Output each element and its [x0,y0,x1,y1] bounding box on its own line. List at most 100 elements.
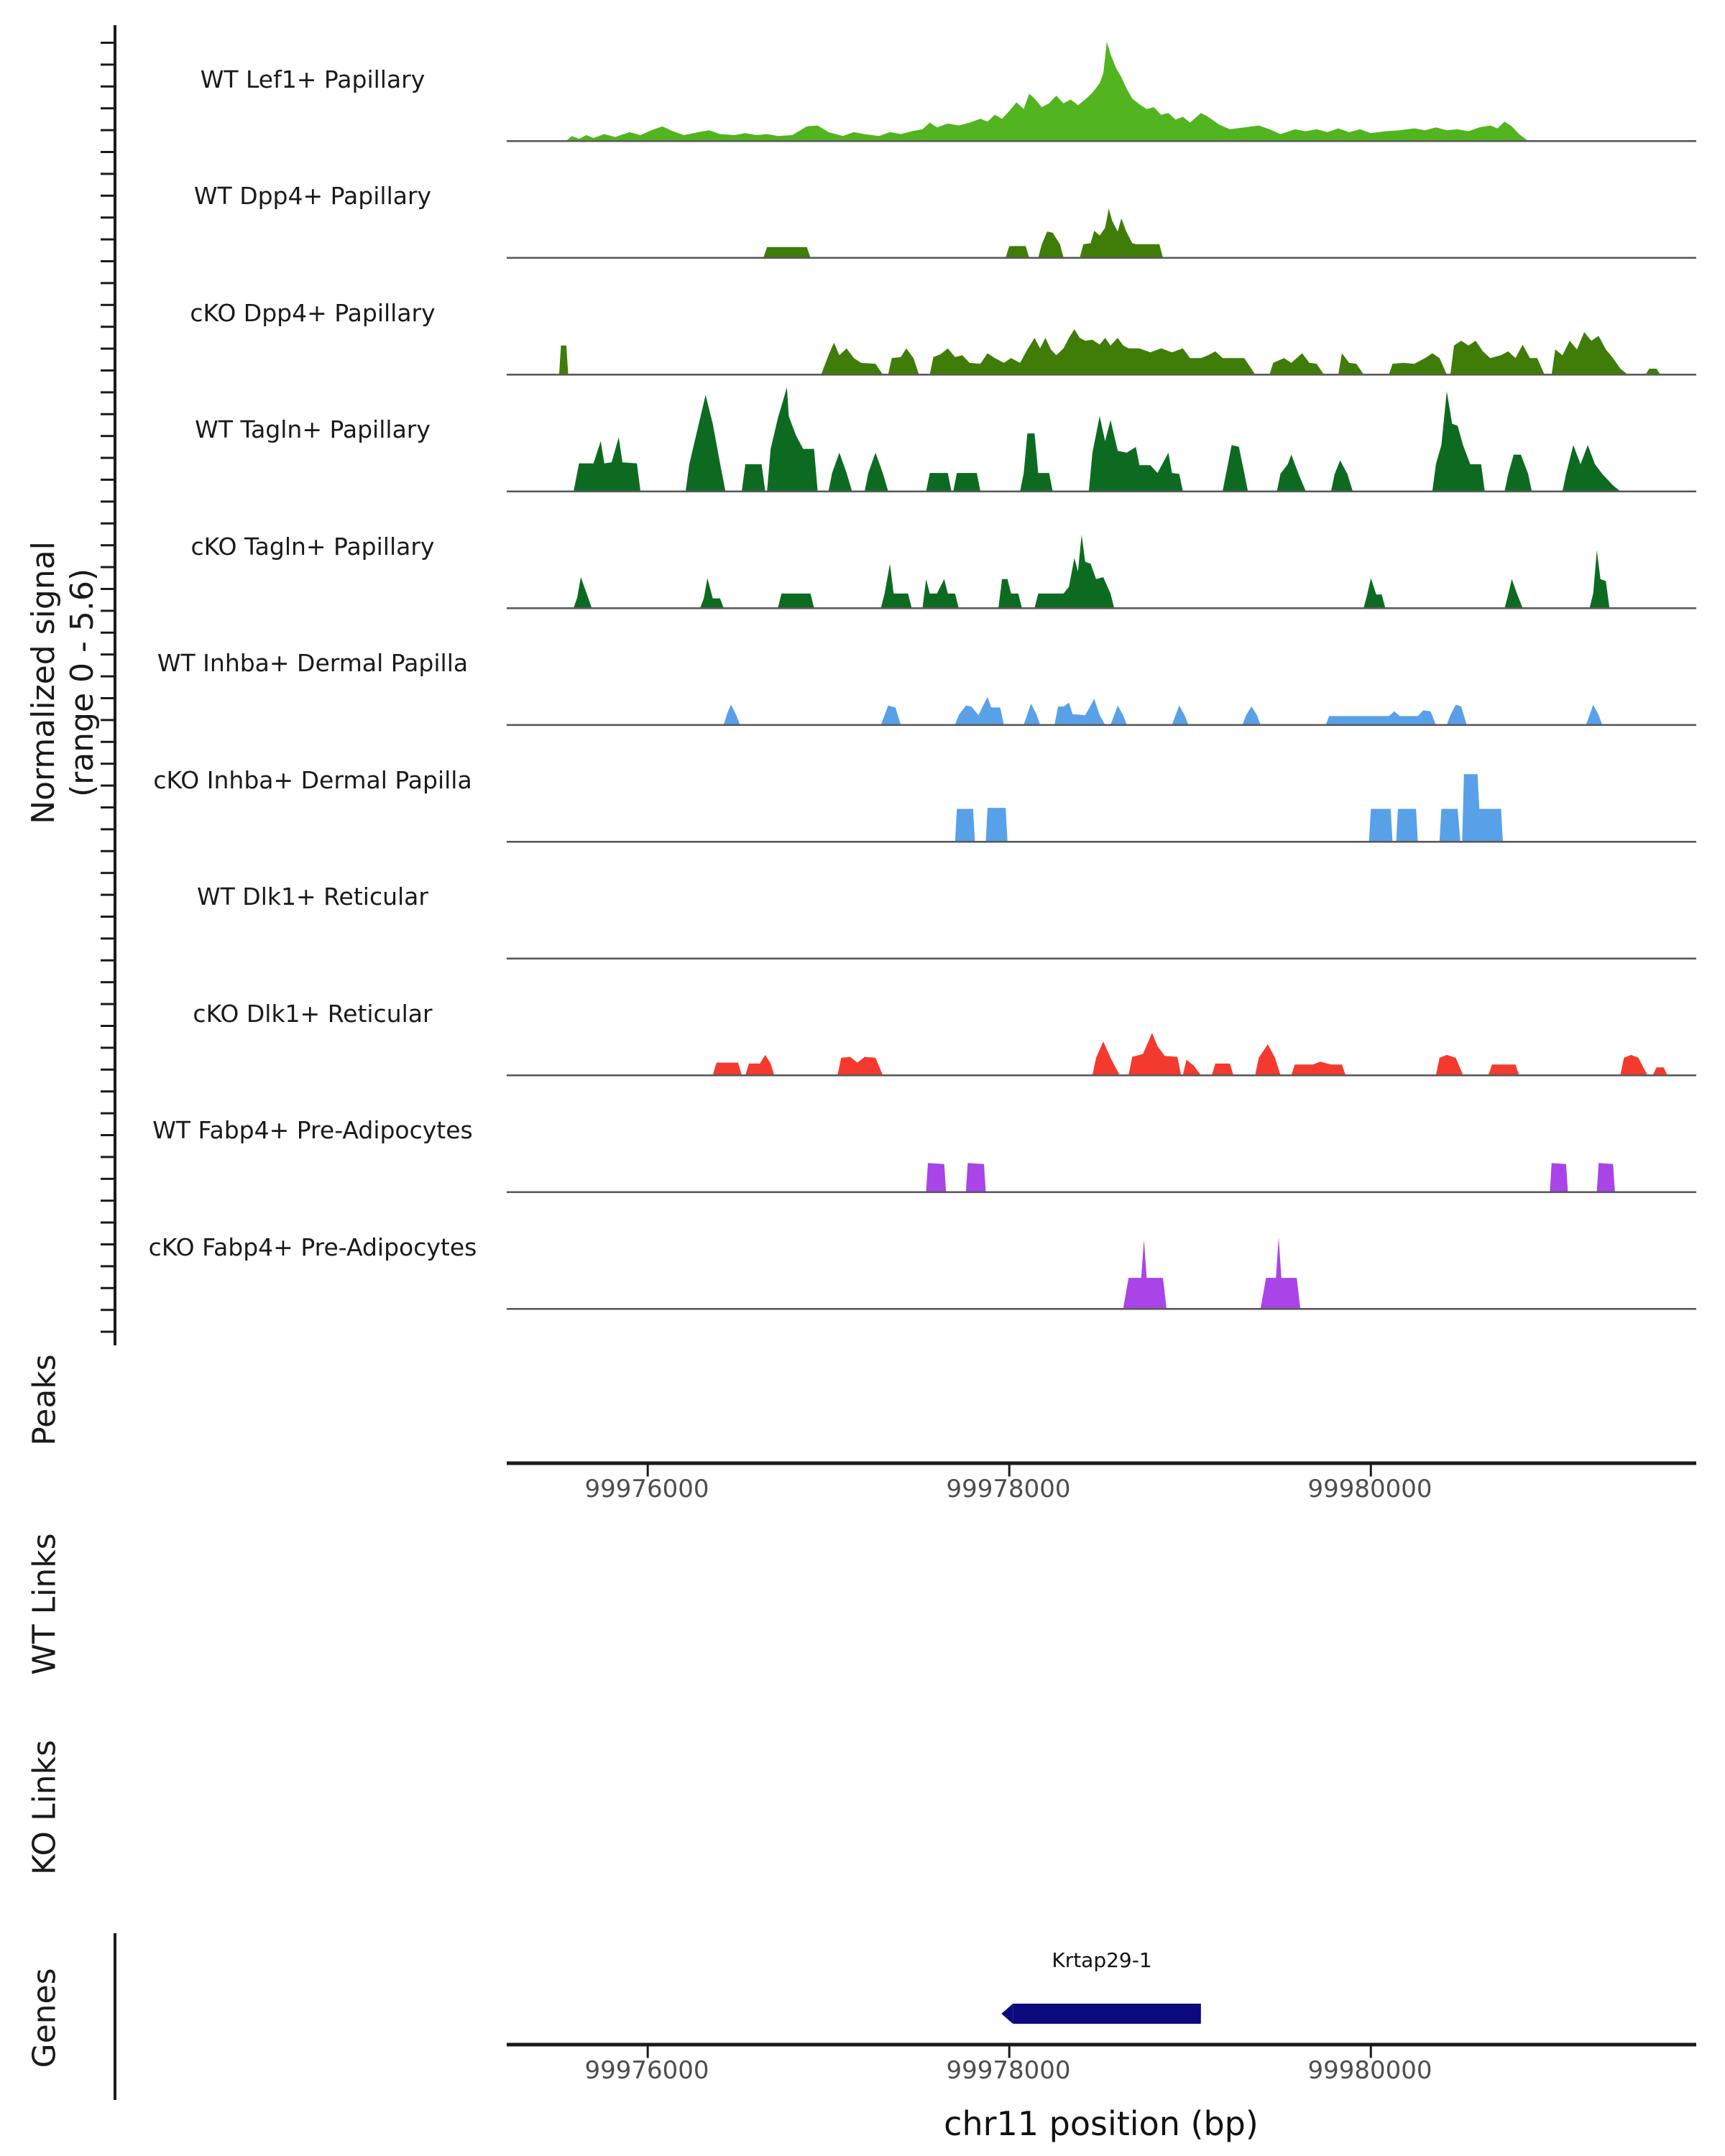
peaks-axis-tick [1008,1465,1011,1477]
y-axis-tick [101,1221,114,1224]
y-axis-tick [101,697,114,699]
track-baseline [507,140,1696,142]
signal-area [954,774,1503,842]
axis-tick-label: 99980000 [1307,1475,1432,1503]
y-axis-label: Normalized signal (range 0 - 5.6) [24,541,102,824]
signal-area [763,208,1164,258]
y-axis-tick [101,1243,114,1245]
peaks-axis-tick [1369,1465,1372,1477]
track-label: WT Inhba+ Dermal Papilla [157,649,469,677]
y-axis-tick [101,609,114,612]
track-label: cKO Fabp4+ Pre-Adipocytes [148,1233,477,1261]
track-label: WT Dlk1+ Reticular [197,883,428,911]
peaks-axis-tick [646,1465,649,1477]
y-axis-tick [101,588,114,590]
y-axis-label-line1: Normalized signal [25,541,62,824]
bottom-axis-line [507,2042,1696,2047]
y-axis-tick [101,828,114,831]
peaks-axis-line [507,1461,1696,1465]
y-axis-line [114,25,116,1345]
y-axis-tick [101,849,114,852]
track-baseline [507,490,1696,493]
y-axis-tick [101,937,114,940]
y-axis-tick [101,129,114,132]
y-axis-tick [101,959,114,962]
y-axis-tick [101,1003,114,1005]
track-baseline [507,1191,1696,1194]
track-baseline [507,1074,1696,1077]
y-axis-tick [101,544,114,547]
y-axis-tick [101,981,114,984]
y-axis-tick [101,282,114,285]
y-axis-tick [101,522,114,525]
y-axis-tick [101,1286,114,1289]
y-axis-tick [101,1177,114,1180]
bottom-axis-tick [1008,2046,1011,2058]
track-label: WT Tagln+ Papillary [195,415,431,443]
track-label: WT Fabp4+ Pre-Adipocytes [152,1116,473,1144]
track-baseline [507,1308,1696,1310]
track-baseline [507,607,1696,609]
y-axis-tick [101,216,114,219]
y-axis-tick [101,784,114,787]
y-axis-tick [101,893,114,896]
signal-area [926,1163,1615,1192]
y-axis-tick [101,763,114,765]
y-axis-tick [101,916,114,918]
section-label-ko-links: KO Links [26,1739,63,1876]
y-axis-tick [101,172,114,175]
track-label: cKO Dpp4+ Papillary [190,299,436,327]
gene-name-label: Krtap29-1 [1052,1948,1152,1972]
gene-body [1013,2004,1201,2024]
signal-area [723,696,1603,725]
y-axis-label-line2: (range 0 - 5.6) [64,568,101,798]
y-axis-tick [101,1330,114,1333]
x-axis-title: chr11 position (bp) [944,2104,1259,2143]
bottom-axis-tick [1369,2046,1372,2058]
y-axis-tick [101,42,114,44]
section-label-peaks: Peaks [26,1354,63,1446]
track-baseline [507,957,1696,960]
y-axis-tick [101,631,114,634]
axis-tick-label: 99976000 [584,1475,709,1503]
y-axis-tick [101,719,114,722]
y-axis-tick [101,369,114,372]
track-baseline [507,841,1696,843]
signal-area [566,42,1529,141]
track-label: cKO Dlk1+ Reticular [193,1000,433,1028]
track-baseline [507,374,1696,376]
axis-tick-label: 99978000 [946,2056,1071,2085]
track-label: WT Lef1+ Papillary [200,65,426,93]
y-axis-tick [101,1156,114,1158]
y-axis-tick [101,238,114,241]
signal-area [1123,1237,1301,1309]
y-axis-tick [101,675,114,678]
y-axis-tick [101,566,114,568]
y-axis-tick [101,194,114,197]
track-baseline [507,257,1696,259]
gene-strand-arrow [1001,2004,1013,2024]
track-baseline [507,724,1696,727]
axis-tick-label: 99980000 [1307,2056,1432,2085]
y-axis-tick [101,107,114,110]
track-label: cKO Tagln+ Papillary [190,533,435,561]
signal-area [712,1033,1668,1075]
section-label-genes: Genes [26,1968,63,2068]
y-axis-tick [101,1046,114,1049]
y-axis-tick [101,806,114,808]
y-axis-tick [101,260,114,262]
y-axis-tick [101,1112,114,1115]
y-axis-tick [101,391,114,394]
y-axis-tick [101,1025,114,1027]
y-axis-tick [101,1134,114,1136]
y-axis-tick [101,413,114,415]
bottom-axis-tick [646,2046,649,2058]
axis-tick-label: 99978000 [946,1475,1071,1503]
signal-area [558,329,1660,374]
signal-area [574,387,1621,492]
y-axis-tick [101,1199,114,1202]
y-axis-tick [101,653,114,656]
y-axis-tick [101,1265,114,1268]
